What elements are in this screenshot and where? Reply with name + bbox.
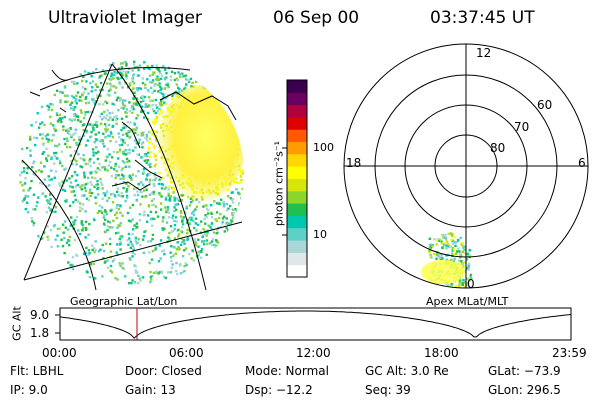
latitude-line bbox=[23, 221, 243, 281]
gcalt-field: GC Alt: 3.0 Re bbox=[365, 364, 449, 378]
colorbar-tick-10: 10 bbox=[313, 228, 327, 241]
geographic-label: Geographic Lat/Lon bbox=[70, 295, 178, 308]
meridian-line bbox=[21, 159, 97, 291]
x-tick-2359: 23:59 bbox=[552, 346, 587, 360]
flt-field: Flt: LBHL bbox=[10, 364, 64, 378]
x-tick-0600: 06:00 bbox=[169, 346, 204, 360]
meridian-line bbox=[23, 63, 113, 281]
colorbar-segment bbox=[287, 227, 307, 241]
colorbar-segment bbox=[287, 190, 307, 204]
colorbar-segment bbox=[287, 178, 307, 192]
glat-field: GLat: −73.9 bbox=[488, 364, 561, 378]
meridian-line bbox=[111, 63, 207, 291]
colorbar-segment bbox=[287, 153, 307, 167]
alt-ytick-9: 9.0 bbox=[30, 308, 50, 322]
alt-ytick-1.8: 1.8 bbox=[30, 326, 50, 340]
x-tick-0000: 00:00 bbox=[42, 346, 77, 360]
mode-field: Mode: Normal bbox=[245, 364, 329, 378]
date-label: 06 Sep 00 bbox=[273, 8, 360, 28]
colorbar-segment bbox=[287, 92, 307, 106]
mlat-label-60: 60 bbox=[537, 98, 553, 112]
mlt-label-6: 6 bbox=[578, 156, 586, 170]
colorbar-segment bbox=[287, 141, 307, 155]
mlt-label-0: 0 bbox=[467, 277, 475, 291]
colorbar-segment bbox=[287, 80, 307, 93]
glon-field: GLon: 296.5 bbox=[488, 383, 561, 397]
colorbar bbox=[287, 80, 307, 278]
instrument-title: Ultraviolet Imager bbox=[48, 8, 202, 28]
seq-field: Seq: 39 bbox=[365, 383, 411, 397]
geographic-grid-lines bbox=[21, 63, 243, 291]
coastline bbox=[111, 181, 151, 191]
x-tick-1800: 18:00 bbox=[424, 346, 459, 360]
apex-label: Apex MLat/MLT bbox=[426, 295, 509, 308]
colorbar-unit-label: photon cm⁻²s⁻¹ bbox=[272, 140, 286, 227]
coastline bbox=[159, 91, 237, 121]
colorbar-segment bbox=[287, 166, 307, 179]
colorbar-segment bbox=[287, 264, 307, 278]
polar-grid bbox=[343, 43, 589, 289]
mlt-label-18: 18 bbox=[346, 156, 362, 170]
altitude-curve bbox=[59, 310, 572, 339]
door-field: Door: Closed bbox=[125, 364, 202, 378]
latitude-line bbox=[39, 67, 191, 91]
x-tick-1200: 12:00 bbox=[296, 346, 331, 360]
colorbar-tick-100: 100 bbox=[313, 141, 334, 154]
alt-ylabel: GC Alt bbox=[10, 306, 24, 341]
colorbar-segment bbox=[287, 129, 307, 143]
auroral-patch bbox=[421, 260, 465, 284]
mlat-label-70: 70 bbox=[514, 120, 530, 134]
altitude-strip bbox=[55, 307, 572, 341]
time-label: 03:37:45 UT bbox=[430, 8, 535, 28]
dsp-field: Dsp: −12.2 bbox=[245, 383, 313, 397]
mlat-label-80: 80 bbox=[490, 141, 506, 155]
mlt-label-12: 12 bbox=[476, 46, 492, 60]
colorbar-segment bbox=[287, 116, 307, 130]
ip-field: IP: 9.0 bbox=[10, 383, 48, 397]
coastline bbox=[29, 69, 163, 179]
colorbar-segment bbox=[287, 252, 307, 266]
colorbar-segment bbox=[287, 240, 307, 253]
gain-field: Gain: 13 bbox=[125, 383, 176, 397]
colorbar-segment bbox=[287, 203, 307, 216]
colorbar-segment bbox=[287, 104, 307, 118]
auroral-oval-bright-region bbox=[158, 85, 244, 201]
colorbar-segment bbox=[287, 215, 307, 229]
